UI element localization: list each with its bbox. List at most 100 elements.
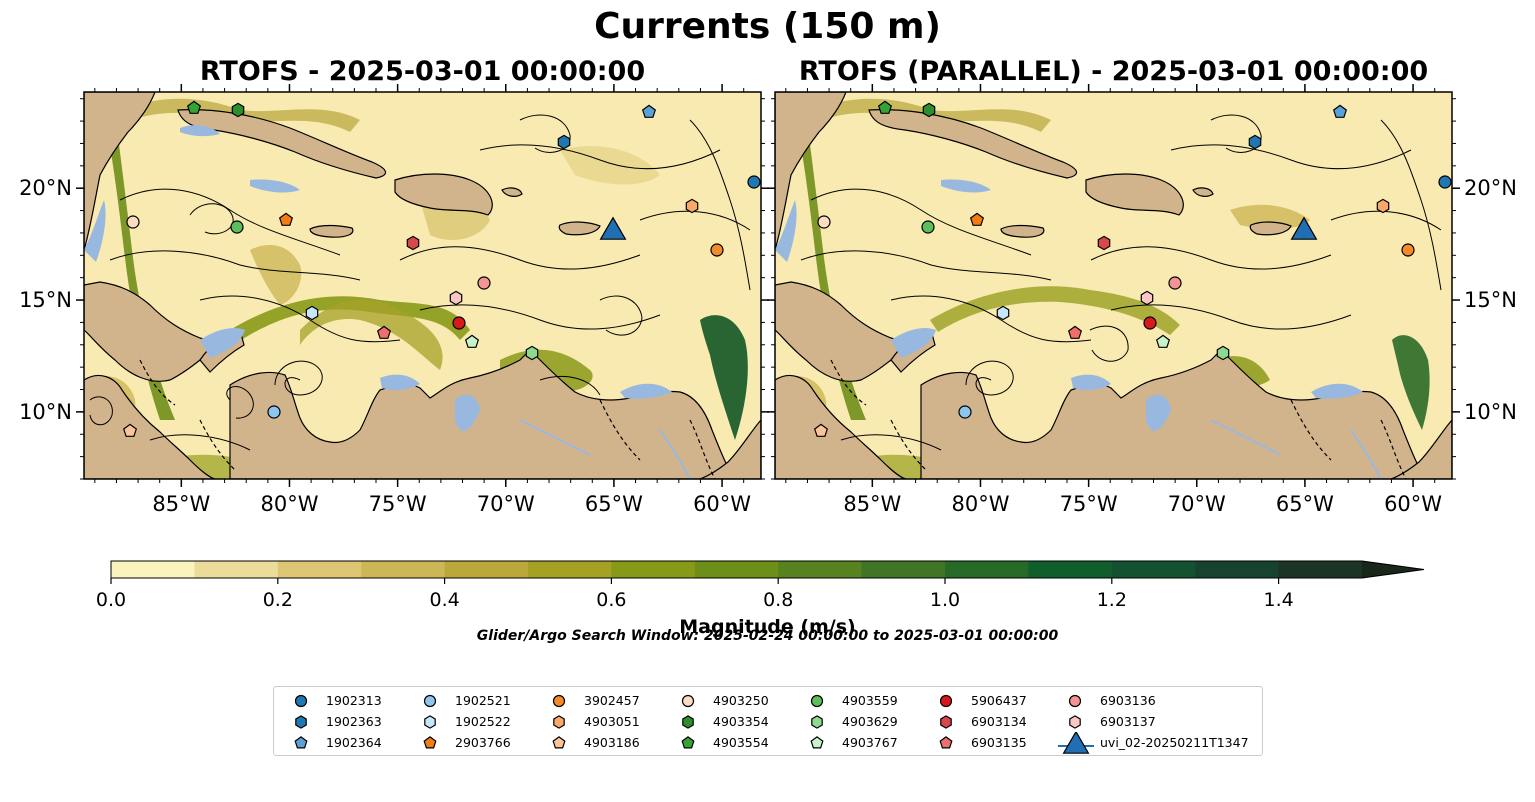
argo-float-marker [557,134,571,150]
legend-float-marker [552,694,566,708]
argo-float-marker [452,316,466,330]
legend-float-marker [423,736,437,749]
lat-tick-label: 10°N [1464,400,1517,424]
argo-float-marker [464,334,480,348]
legend-label: 1902522 [455,714,511,729]
argo-float-marker [1401,243,1415,257]
legend-label: 6903137 [1100,714,1156,729]
legend-label: 4903554 [713,735,769,750]
legend-label: 6903134 [971,714,1027,729]
argo-float-marker [449,290,463,306]
lon-tick-label: 85°W [152,492,210,516]
argo-float-marker [1140,290,1154,306]
colorbar-label: Magnitude (m/s) [679,616,856,638]
legend-marker-icon [1068,694,1082,708]
shallow-shelves [84,125,672,431]
colorbar-bin [528,561,612,578]
colorbar-bin [611,561,696,578]
legend-marker-icon [1058,732,1094,754]
legend-float-marker [940,715,952,729]
argo-float-marker [525,345,539,361]
legend-label: 4903051 [584,714,640,729]
argo-float-marker [813,423,829,437]
colorbar-bin [194,561,279,578]
legend-label: 2903766 [455,735,511,750]
shallow-shelves-parallel [775,179,1363,431]
legend-float-marker [553,715,565,729]
argo-float-marker [186,100,202,114]
legend-float-marker [423,694,437,708]
argo-float-marker [641,104,657,118]
legend-label: 4903629 [842,714,898,729]
colorbar-tick-label: 0.2 [263,589,293,611]
colorbar-bin [444,561,529,578]
argo-float-marker [958,405,972,419]
legend-float-marker [552,736,566,749]
lon-tick-label: 75°W [369,492,427,516]
legend-float-marker [294,736,308,749]
legend-float-marker [1068,694,1082,708]
argo-float-marker [685,198,699,214]
argo-float-marker [817,215,831,229]
legend-label: 6903136 [1100,693,1156,708]
legend-label: 4903354 [713,714,769,729]
legend-marker-icon [1069,715,1081,729]
right-map-frame [774,91,1453,480]
argo-float-marker [1248,134,1262,150]
legend-marker-icon [553,715,565,729]
legend-glider-marker [1062,732,1090,754]
legend-label: 1902313 [326,693,382,708]
colorbar-extend-arrow [1362,561,1424,578]
argo-float-marker [1216,345,1230,361]
colorbar: 0.0 0.2 0.4 0.6 0.8 1.0 1.2 1.4 [96,560,1425,611]
legend-float-marker [939,736,953,749]
legend-marker-icon [939,736,953,749]
left-map-ticks: 85°W 80°W 75°W 70°W 65°W 60°W 20°N 15°N 10°N [19,84,769,516]
colorbar-bin [1111,561,1196,578]
argo-float-marker [747,175,761,189]
legend-label: 4903767 [842,735,898,750]
argo-float-marker [230,220,244,234]
legend-float-marker [682,715,694,729]
figure-title: Currents (150 m) [594,6,941,47]
colorbar-tick-label: 1.0 [930,589,960,611]
legend-label: 4903559 [842,693,898,708]
argo-float-marker [1376,198,1390,214]
argo-float-marker [1155,334,1171,348]
colorbar-bin [1028,561,1113,578]
legend-float-marker [424,715,436,729]
lon-tick-label: 65°W [1276,492,1334,516]
lat-tick-label: 20°N [19,176,72,200]
land-masses-parallel [775,92,1452,479]
colorbar-bin [361,561,446,578]
lat-tick-label: 15°N [1464,288,1517,312]
colorbar-bin [945,561,1029,578]
glider-marker [599,216,627,240]
lon-tick-label: 70°W [1168,492,1226,516]
land-masses [84,92,761,479]
left-map-panel: 85°W 80°W 75°W 70°W 65°W 60°W 20°N 15°N 10°N [19,84,769,516]
argo-float-marker [1097,235,1111,251]
lon-tick-label: 70°W [477,492,535,516]
left-map-frame [83,91,762,480]
lon-tick-label: 75°W [1060,492,1118,516]
country-borders-parallel [830,359,1407,479]
country-borders [139,359,716,479]
argo-float-marker [877,100,893,114]
lon-tick-label: 80°W [260,492,318,516]
argo-float-marker [969,212,985,226]
legend-float-marker [294,694,308,708]
legend-float-marker [681,736,695,749]
legend-marker-icon [423,736,437,749]
argo-float-marker [477,276,491,290]
argo-float-marker [1438,175,1452,189]
argo-float-marker [126,215,140,229]
argo-float-marker [921,220,935,234]
legend-float-marker [1069,715,1081,729]
legend-marker-icon [682,715,694,729]
argo-float-marker [376,325,392,339]
right-panel-title: RTOFS (PARALLEL) - 2025-03-01 00:00:00 [798,56,1429,87]
colorbar-tick-label: 0.4 [429,589,459,611]
legend-marker-icon [810,694,824,708]
